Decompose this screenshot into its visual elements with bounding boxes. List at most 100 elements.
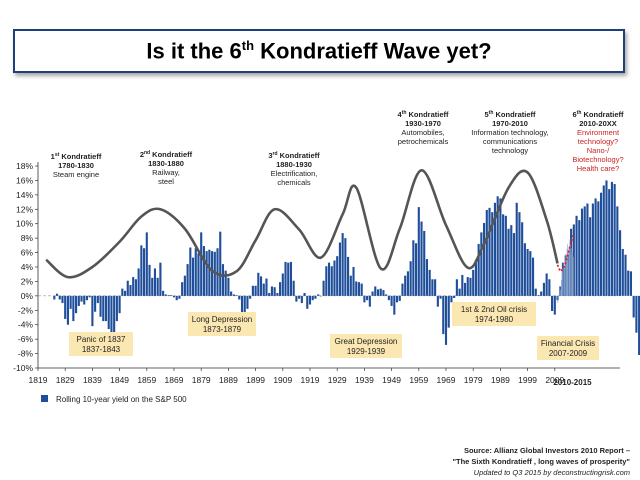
bar <box>99 295 102 317</box>
wave-description: Railway, <box>152 168 180 177</box>
bar <box>496 196 499 296</box>
bar <box>540 291 543 296</box>
bar <box>175 295 178 301</box>
bar <box>537 295 540 296</box>
bar <box>529 251 532 296</box>
bar <box>167 295 170 296</box>
bar <box>632 295 635 318</box>
bar <box>66 295 69 325</box>
wave-heading: 2nd Kondratieff <box>140 150 193 159</box>
bar <box>409 261 412 296</box>
bar <box>216 248 219 296</box>
bar <box>485 210 488 296</box>
wave-heading: 4th Kondratieff <box>398 110 449 119</box>
x-tick-label: 1929 <box>328 375 347 385</box>
bar <box>439 295 442 299</box>
bar <box>523 243 526 296</box>
bar <box>94 295 97 312</box>
x-tick-label: 1819 <box>29 375 48 385</box>
bar <box>466 277 469 296</box>
bar <box>77 295 80 306</box>
wave-description: Nano-/ <box>587 146 610 155</box>
bar <box>455 279 458 296</box>
forecast-bar <box>568 246 570 296</box>
crisis-label-text: Panic of 1837 <box>77 335 126 344</box>
x-tick-label: 1939 <box>355 375 374 385</box>
bar <box>504 215 507 296</box>
bar <box>189 247 192 296</box>
bar <box>499 198 502 296</box>
x-tick-label: 1869 <box>165 375 184 385</box>
forecast-bar <box>567 243 569 296</box>
bar <box>586 203 589 296</box>
y-tick-label: 0% <box>21 291 34 301</box>
crisis-label-text: 1837-1843 <box>82 345 121 354</box>
bar <box>638 295 640 356</box>
bar <box>75 295 78 314</box>
wave-heading: 6th Kondratieff <box>573 110 624 119</box>
bar <box>502 214 505 296</box>
bar <box>461 274 464 296</box>
bar <box>469 277 472 296</box>
bar <box>336 256 339 296</box>
bar <box>453 295 456 299</box>
bar <box>425 259 429 296</box>
bar <box>270 286 273 296</box>
bar <box>521 222 524 296</box>
bar <box>578 220 581 296</box>
bar <box>436 295 439 307</box>
bar <box>608 189 611 296</box>
bar <box>376 289 380 296</box>
bar <box>387 295 390 301</box>
wave-description: Biotechnology? <box>572 155 623 164</box>
x-tick-label: 1989 <box>491 375 510 385</box>
x-tick-label: 1999 <box>518 375 537 385</box>
bar <box>121 288 124 296</box>
bar <box>434 279 437 296</box>
bar <box>395 295 399 303</box>
forecast-bar <box>566 248 568 296</box>
bar <box>219 231 222 296</box>
bar <box>249 295 252 299</box>
bar <box>137 268 140 296</box>
y-tick-label: -8% <box>18 349 34 359</box>
bar <box>545 273 548 296</box>
bar <box>134 279 137 296</box>
wave-description: Steam engine <box>53 170 99 179</box>
bar <box>308 295 312 305</box>
x-tick-label: 1969 <box>437 375 456 385</box>
bar <box>129 285 132 296</box>
crisis-label-text: 1st & 2nd Oil crisis <box>461 305 527 314</box>
bar <box>287 262 290 296</box>
bar <box>327 262 331 296</box>
forecast-bar <box>568 249 569 296</box>
crisis-label-text: 1873-1879 <box>203 325 242 334</box>
forecast-bar <box>560 290 561 296</box>
bar <box>104 295 108 322</box>
wave-years: 1880-1930 <box>276 160 312 169</box>
bar <box>575 215 578 296</box>
forecast-bar <box>562 268 564 296</box>
bar <box>510 225 513 296</box>
bar <box>148 264 151 296</box>
bar <box>178 295 181 299</box>
x-tick-label: 1909 <box>273 375 292 385</box>
bar <box>548 279 551 296</box>
bar <box>415 243 418 296</box>
bar <box>145 232 148 296</box>
bar <box>417 207 420 296</box>
bar <box>393 295 396 315</box>
bar <box>80 295 83 302</box>
bar <box>172 295 176 298</box>
bar <box>107 295 110 330</box>
x-tick-label: 1849 <box>110 375 129 385</box>
y-tick-label: 2% <box>21 276 34 286</box>
bar <box>232 294 235 296</box>
bar <box>344 238 347 296</box>
bar <box>317 294 320 296</box>
bar <box>262 283 265 296</box>
bar <box>474 259 477 296</box>
source-line-1: Source: Allianz Global Investors 2010 Re… <box>463 446 630 455</box>
forecast-bar <box>563 262 564 296</box>
x-tick-label: 1899 <box>246 375 265 385</box>
